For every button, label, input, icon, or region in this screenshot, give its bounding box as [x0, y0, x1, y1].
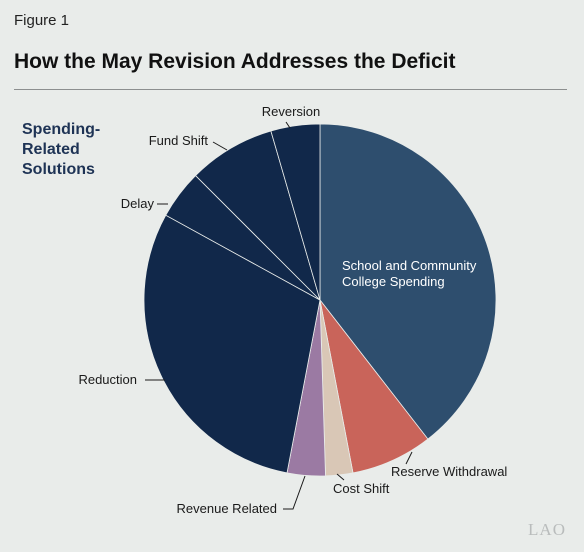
leader-line-reversion: [285, 121, 291, 129]
pie-slice-reduction: [143, 214, 321, 474]
pie-slice-reversion: [270, 123, 321, 301]
slice-label-cost-shift: Cost Shift: [333, 481, 390, 496]
pie-slice-fund-shift: [194, 130, 321, 301]
pie-slice-school-and-community-college-spending: [319, 123, 497, 440]
slice-label-school-and-community-college-spending: School and Community College Spending: [342, 258, 477, 289]
slice-label-revenue-related: Revenue Related: [177, 501, 277, 516]
leader-line-cost-shift: [336, 473, 345, 481]
chart-title: How the May Revision Addresses the Defic…: [14, 50, 456, 73]
slice-label-reversion: Reversion: [262, 104, 321, 119]
slice-label-fund-shift: Fund Shift: [149, 133, 209, 148]
group-label: Spending-Related Solutions: [22, 121, 100, 178]
lao-logo: LAO: [528, 520, 566, 539]
title-divider: [14, 89, 567, 90]
slice-label-reduction: Reduction: [78, 372, 137, 387]
leader-line-reserve-withdrawal: [405, 451, 413, 465]
leader-line-revenue-related: [283, 475, 306, 510]
leader-line-fund-shift: [212, 141, 228, 151]
figure-label: Figure 1: [14, 12, 70, 29]
slice-label-reserve-withdrawal: Reserve Withdrawal: [391, 464, 507, 479]
slice-label-delay: Delay: [121, 196, 155, 211]
